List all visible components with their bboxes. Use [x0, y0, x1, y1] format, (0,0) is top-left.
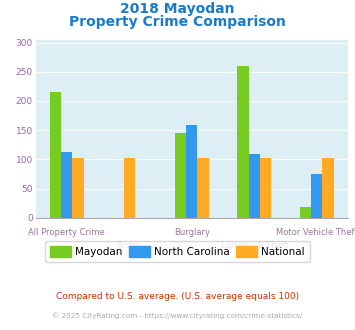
Text: © 2025 CityRating.com - https://www.cityrating.com/crime-statistics/: © 2025 CityRating.com - https://www.city… — [53, 312, 302, 318]
Bar — [237, 66, 248, 218]
Text: Arson: Arson — [117, 241, 141, 250]
Text: Burglary: Burglary — [174, 228, 210, 238]
Bar — [61, 152, 72, 218]
Text: Motor Vehicle Theft: Motor Vehicle Theft — [276, 228, 355, 238]
Text: Larceny & Theft: Larceny & Theft — [221, 241, 288, 250]
Text: Property Crime Comparison: Property Crime Comparison — [69, 15, 286, 29]
Bar — [260, 158, 271, 218]
Text: All Property Crime: All Property Crime — [28, 228, 105, 238]
Bar — [197, 158, 209, 218]
Bar — [311, 174, 322, 218]
Bar — [186, 125, 197, 218]
Bar — [300, 207, 311, 218]
Bar — [72, 158, 84, 218]
Bar — [248, 153, 260, 218]
Text: 2018 Mayodan: 2018 Mayodan — [120, 2, 235, 16]
Text: Compared to U.S. average. (U.S. average equals 100): Compared to U.S. average. (U.S. average … — [56, 292, 299, 301]
Bar — [124, 158, 135, 218]
Bar — [50, 92, 61, 218]
Bar — [175, 133, 186, 218]
Bar — [322, 158, 334, 218]
Legend: Mayodan, North Carolina, National: Mayodan, North Carolina, National — [45, 241, 310, 262]
